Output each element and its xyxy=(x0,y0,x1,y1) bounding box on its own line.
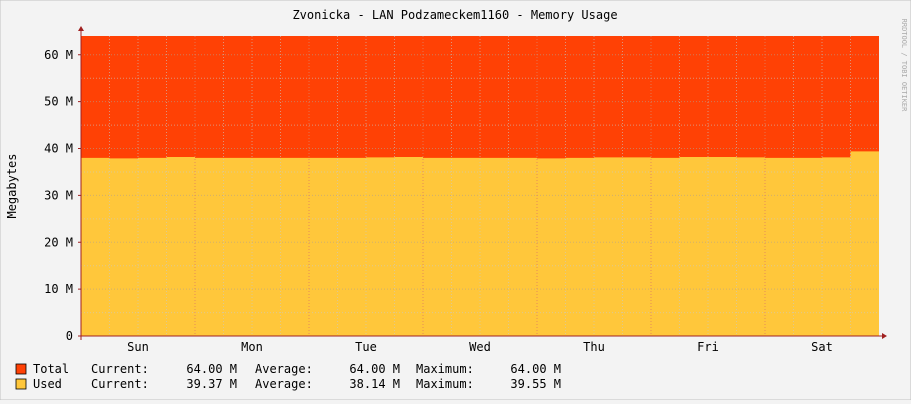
x-tick-label: Sun xyxy=(127,340,149,354)
x-tick-label: Fri xyxy=(697,340,719,354)
legend-maximum-label: Maximum: xyxy=(416,362,474,376)
legend-average-value: 64.00 M xyxy=(349,362,400,376)
x-tick-label: Mon xyxy=(241,340,263,354)
y-tick-label: 10 M xyxy=(44,282,73,296)
y-axis-label: Megabytes xyxy=(5,153,19,218)
chart-title: Zvonicka - LAN Podzameckem1160 - Memory … xyxy=(292,8,617,22)
x-tick-label: Tue xyxy=(355,340,377,354)
legend-current-label: Current: xyxy=(91,362,149,376)
legend-current-value: 64.00 M xyxy=(186,362,237,376)
legend-maximum-value: 64.00 M xyxy=(510,362,561,376)
y-tick-label: 40 M xyxy=(44,142,73,156)
rrdtool-watermark: RRDTOOL / TOBI OETIKER xyxy=(900,19,908,113)
legend-current-label: Current: xyxy=(91,377,149,391)
legend-maximum-value: 39.55 M xyxy=(510,377,561,391)
legend-average-label: Average: xyxy=(255,362,313,376)
legend-current-value: 39.37 M xyxy=(186,377,237,391)
legend: Total Current: 64.00 M Average: 64.00 M Maxim… xyxy=(15,362,561,391)
y-tick-label: 20 M xyxy=(44,235,73,249)
legend-maximum-label: Maximum: xyxy=(416,377,474,391)
y-tick-label: 50 M xyxy=(44,95,73,109)
legend-swatch-used xyxy=(15,378,27,390)
legend-series-name: Total xyxy=(33,362,69,376)
y-tick-label: 30 M xyxy=(44,188,73,202)
legend-swatch-total xyxy=(15,363,27,375)
legend-average-value: 38.14 M xyxy=(349,377,400,391)
plot-area: 0 10 M 20 M 30 M 40 M 50 M 60 M Sun Mon Tue Wed Thu… xyxy=(44,26,887,354)
legend-series-name: Used xyxy=(33,377,62,391)
y-tick-label: 0 xyxy=(66,329,73,343)
y-tick-label: 60 M xyxy=(44,48,73,62)
x-tick-label: Sat xyxy=(811,340,833,354)
legend-average-label: Average: xyxy=(255,377,313,391)
y-axis-arrow-icon xyxy=(78,26,84,31)
x-tick-label: Wed xyxy=(469,340,491,354)
x-tick-label: Thu xyxy=(583,340,605,354)
x-axis-arrow-icon xyxy=(882,333,887,339)
